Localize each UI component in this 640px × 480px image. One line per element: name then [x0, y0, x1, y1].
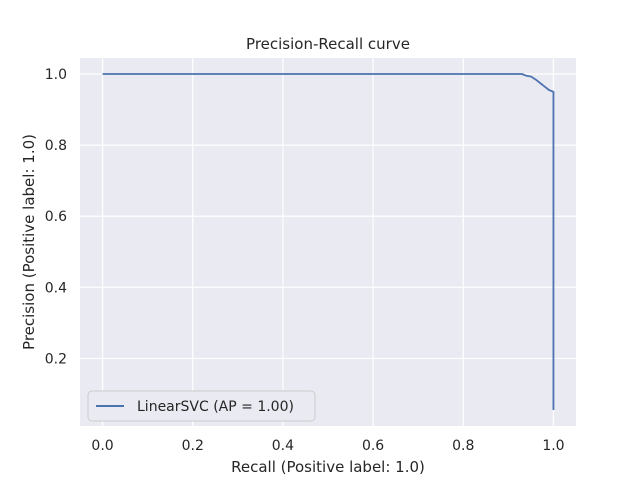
- x-tick-label: 0.8: [452, 438, 474, 454]
- x-tick-label: 0.4: [272, 438, 294, 454]
- y-axis-label: Precision (Positive label: 1.0): [20, 134, 38, 350]
- y-tick-label: 0.6: [45, 209, 67, 225]
- y-tick-label: 1.0: [45, 67, 67, 83]
- series-line-0: [102, 73, 555, 410]
- x-tick-label: 0.2: [182, 438, 204, 454]
- y-tick-label: 0.2: [45, 351, 67, 367]
- legend-label-linearsvc: LinearSVC (AP = 1.00): [137, 399, 294, 415]
- y-ticks: 0.2 0.4 0.6 0.8 1.0: [45, 67, 67, 367]
- x-axis-label: Recall (Positive label: 1.0): [231, 458, 425, 476]
- legend-box: [87, 390, 316, 422]
- legend: LinearSVC (AP = 1.00): [87, 390, 316, 422]
- y-tick-label: 0.8: [45, 138, 67, 154]
- x-tick-label: 1.0: [542, 438, 564, 454]
- x-ticks: 0.0 0.2 0.4 0.6 0.8 1.0: [91, 438, 564, 454]
- x-tick-label: 0.6: [362, 438, 384, 454]
- chart-title: Precision-Recall curve: [246, 35, 410, 53]
- x-tick-label: 0.0: [91, 438, 113, 454]
- series-layer: [102, 73, 555, 410]
- y-tick-label: 0.4: [45, 280, 67, 296]
- plot-area: [80, 58, 576, 426]
